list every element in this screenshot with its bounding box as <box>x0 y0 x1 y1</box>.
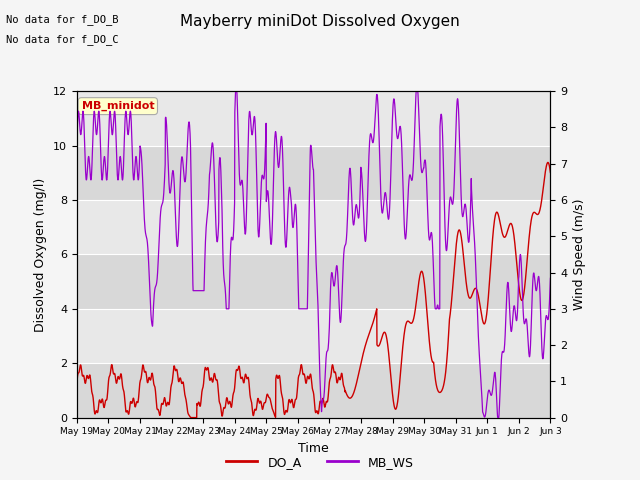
Bar <box>77 145 550 200</box>
Bar <box>77 363 550 418</box>
Y-axis label: Dissolved Oxygen (mg/l): Dissolved Oxygen (mg/l) <box>35 177 47 332</box>
X-axis label: Time: Time <box>298 442 329 455</box>
Bar <box>77 254 550 309</box>
Text: No data for f_DO_B: No data for f_DO_B <box>6 14 119 25</box>
Text: Mayberry miniDot Dissolved Oxygen: Mayberry miniDot Dissolved Oxygen <box>180 14 460 29</box>
Y-axis label: Wind Speed (m/s): Wind Speed (m/s) <box>573 199 586 310</box>
Legend: DO_A, MB_WS: DO_A, MB_WS <box>221 451 419 474</box>
Text: MB_minidot: MB_minidot <box>81 101 154 111</box>
Text: No data for f_DO_C: No data for f_DO_C <box>6 34 119 45</box>
